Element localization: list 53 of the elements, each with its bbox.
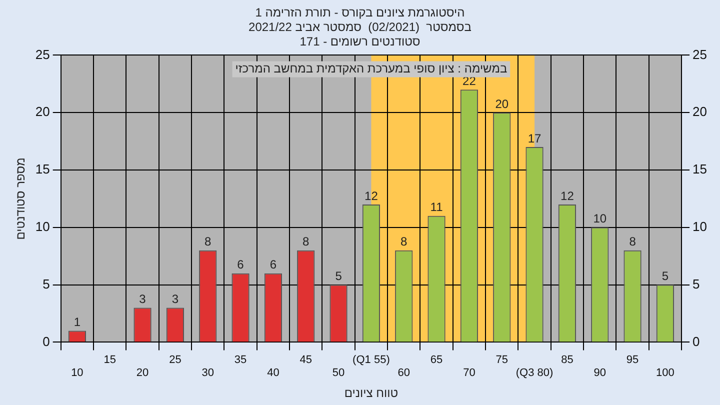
x-tick-label: (Q1 55): [352, 354, 390, 366]
y2-tick-label: 15: [692, 162, 708, 177]
data-label: 5: [662, 269, 669, 284]
data-label: 10: [593, 212, 607, 226]
x-tick-label: (Q3 80): [516, 367, 554, 380]
y-tick-label: 10: [35, 218, 50, 234]
data-label: 17: [528, 131, 542, 146]
x-tick-label: 35: [234, 354, 247, 366]
y-tick-label: 15: [35, 162, 50, 177]
data-label: 8: [204, 234, 212, 249]
y2-tick-label: 10: [692, 218, 708, 234]
x-tick-label: 40: [267, 367, 280, 380]
x-tick-label: 50: [332, 367, 345, 380]
y-tick-label: 5: [42, 276, 50, 292]
chart-subtitle: בסמסטר (02/2021) סמסטר אביב 2021/22 סטודנטים רשומים - 171: [248, 20, 472, 48]
chart-title: היסטוגרמת ציונים בקורס - תורת הזרימה 1: [255, 6, 465, 20]
data-label: 20: [495, 96, 509, 111]
y2-tick-label: 0: [692, 334, 700, 349]
x-tick-label: 45: [300, 354, 312, 366]
x-tick-label: 10: [71, 367, 84, 380]
x-tick-label: 100: [656, 367, 674, 380]
x-tick-label: 25: [169, 354, 182, 366]
x-tick-label: 30: [202, 367, 214, 380]
data-label: 6: [237, 258, 244, 272]
data-label: 12: [364, 188, 378, 203]
data-label: 8: [302, 234, 310, 249]
data-label: 5: [335, 269, 342, 284]
data-label: 3: [139, 292, 146, 306]
data-label: 11: [430, 200, 444, 214]
annotation: במשימה : ציון סופי במערכת האקדמית במחשב המרכזי: [235, 62, 508, 76]
x-tick-label: 95: [626, 354, 639, 366]
data-label: 8: [400, 234, 408, 249]
x-tick-label: 85: [561, 354, 574, 366]
data-label: 3: [172, 292, 179, 306]
x-tick-label: 70: [463, 367, 476, 380]
y2-tick-label: 5: [692, 276, 700, 292]
x-tick-label: 20: [136, 367, 149, 380]
y-tick-label: 0: [42, 334, 50, 349]
x-tick-label: 65: [430, 354, 443, 366]
data-label: 12: [560, 188, 574, 203]
y-axis-title: מספר סטודנטים: [14, 158, 28, 240]
data-label: 8: [629, 234, 636, 249]
y2-tick-label: 25: [692, 46, 708, 62]
x-tick-label: 60: [398, 367, 410, 380]
data-label: 6: [270, 258, 277, 272]
x-tick-label: 15: [104, 354, 116, 366]
x-tick-label: 90: [594, 367, 606, 380]
y2-tick-label: 20: [692, 104, 708, 120]
x-axis-title: טווח ציונים: [344, 386, 398, 400]
x-tick-label: 75: [496, 354, 508, 366]
y-tick-label: 25: [35, 46, 50, 62]
data-label: 1: [74, 315, 81, 330]
y-tick-label: 20: [35, 104, 50, 120]
